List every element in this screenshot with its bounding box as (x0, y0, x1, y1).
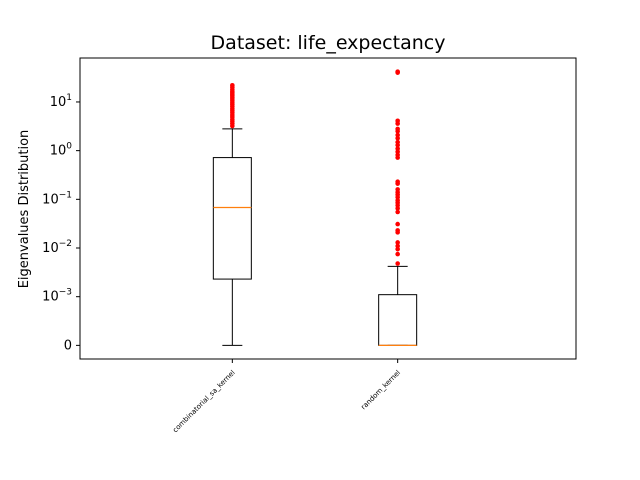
y-tick-label: 0 (64, 338, 72, 353)
y-tick-label-exponent: −1 (59, 190, 72, 200)
box-iqr (212, 157, 252, 280)
axes-frame (79, 57, 577, 360)
outlier-point (395, 146, 400, 151)
y-tick-label: 10−3 (42, 288, 72, 305)
outlier-point (230, 82, 235, 88)
y-tick-label-exponent: −2 (59, 239, 72, 249)
outlier-point (395, 240, 400, 245)
y-tick-label: 101 (50, 93, 72, 110)
box-group-combinatorial_sa_kernel (212, 82, 252, 346)
y-tick-label-exponent: −3 (59, 288, 72, 298)
outlier-point (395, 118, 400, 124)
y-tick-label-base: 10 (42, 241, 59, 256)
outlier-point (395, 69, 400, 74)
y-tick-label: 10−1 (42, 190, 72, 207)
outlier-point (395, 187, 400, 192)
y-tick-label-base: 10 (50, 144, 67, 159)
chart-title: Dataset: life_expectancy (211, 32, 446, 54)
outlier-point (395, 139, 400, 145)
y-tick-label: 100 (50, 142, 73, 159)
outlier-point (395, 261, 400, 266)
y-tick-label-base: 10 (50, 95, 67, 110)
y-tick-label-exponent: 1 (66, 93, 72, 103)
y-tick-label-base: 10 (42, 192, 59, 207)
y-tick-label-exponent: 0 (66, 142, 72, 152)
plot-area (212, 69, 418, 346)
outlier-point (395, 221, 400, 227)
outlier-point (395, 243, 400, 249)
outlier-point (395, 228, 400, 233)
y-axis-label: Eigenvalues Distribution (17, 130, 32, 289)
y-tick-label-base: 0 (64, 338, 72, 353)
outlier-point (395, 209, 400, 215)
y-tick-label-base: 10 (42, 290, 59, 305)
outlier-point (395, 135, 400, 141)
outlier-point (395, 126, 400, 132)
outlier-point (395, 251, 400, 257)
box-group-random_kernel (378, 69, 418, 346)
outlier-point (395, 132, 400, 138)
outlier-point (395, 179, 400, 185)
y-tick-label: 10−2 (42, 239, 72, 256)
